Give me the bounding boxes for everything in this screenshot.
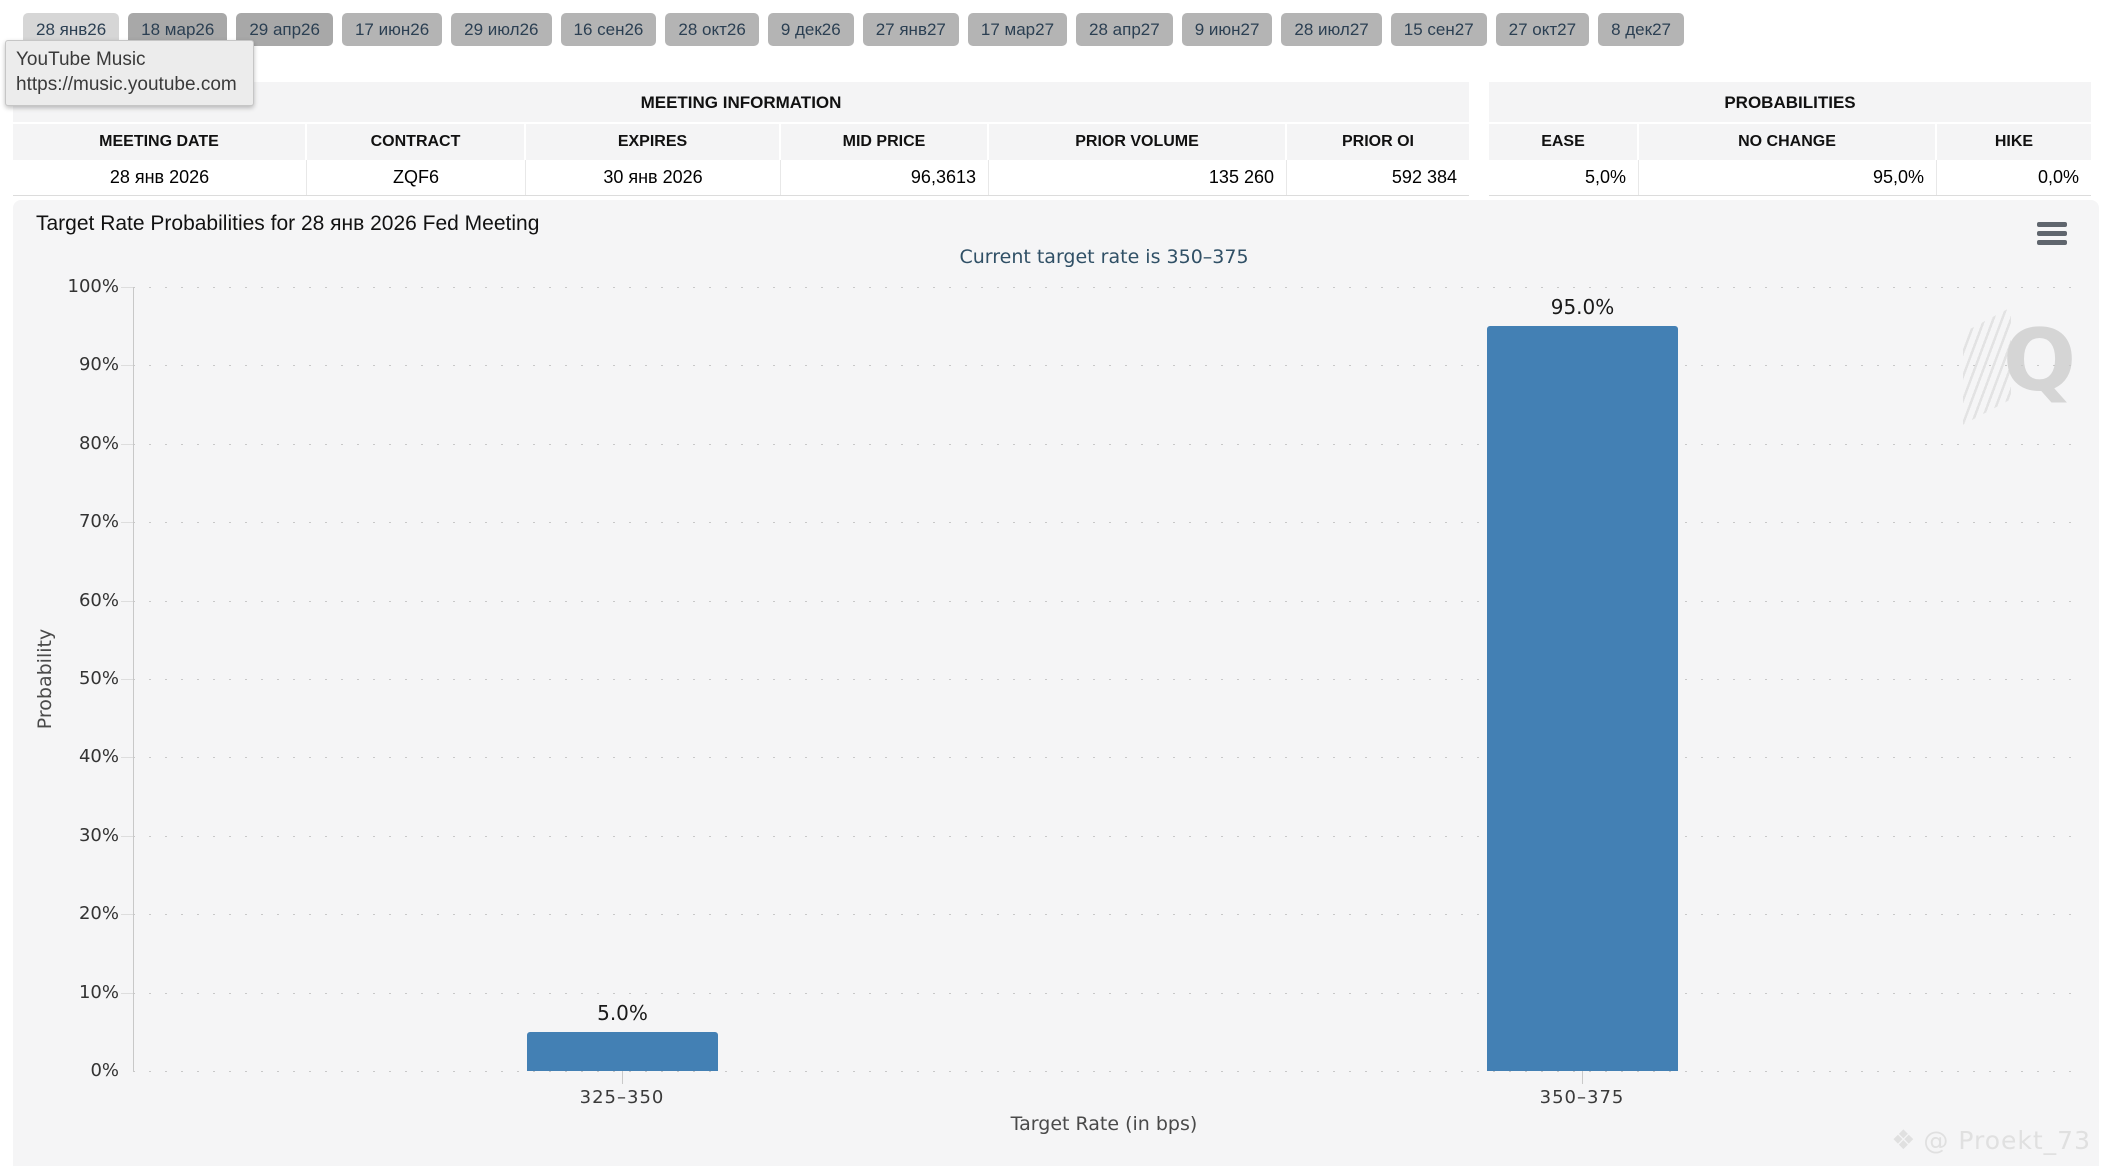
gridline <box>133 287 2075 288</box>
meeting-tab-15[interactable]: 27 окт27 <box>1495 13 1590 46</box>
gridline <box>133 757 2075 759</box>
prior-volume-header: PRIOR VOLUME <box>989 124 1287 160</box>
no-change-value: 95,0% <box>1639 160 1937 195</box>
meeting-tab-bar: 28 янв26 18 мар26 29 апр26 17 июн26 29 и… <box>23 13 1684 46</box>
prior-oi-value: 592 384 <box>1391 167 1457 187</box>
gridline <box>133 365 2075 367</box>
tooltip-title: YouTube Music <box>16 49 146 70</box>
bar-value-label: 95.0% <box>1550 295 1615 320</box>
gridline <box>133 443 2075 445</box>
x-tick-label: 325–350 <box>579 1087 665 1108</box>
y-tick <box>121 992 133 994</box>
meeting-tab-6[interactable]: 16 сен26 <box>560 13 657 46</box>
chart-panel: Target Rate Probabilities for 28 янв 202… <box>13 200 2099 1166</box>
gridline <box>133 522 2075 524</box>
y-tick <box>121 757 133 759</box>
contract-value: ZQF6 <box>307 160 526 195</box>
gridline <box>133 679 2075 680</box>
bar-group-325-350: 5.0% <box>527 287 718 1071</box>
y-tick-label: 0% <box>90 1060 119 1081</box>
x-tick <box>622 1071 623 1084</box>
tooltip-url: https://music.youtube.com <box>16 74 237 95</box>
x-tick <box>1582 1071 1583 1084</box>
probabilities-data-row: 5,0% 95,0% 0,0% <box>1489 160 2091 196</box>
meeting-info-table: MEETING INFORMATION MEETING DATE CONTRAC… <box>13 82 1469 196</box>
meeting-tab-14[interactable]: 15 сен27 <box>1390 13 1487 46</box>
no-change-header: NO CHANGE <box>1639 124 1937 160</box>
meeting-tab-4[interactable]: 17 июн26 <box>341 13 443 46</box>
y-tick <box>121 679 133 680</box>
meeting-tab-5[interactable]: 29 июл26 <box>451 13 552 46</box>
meeting-tab-10[interactable]: 17 мар27 <box>967 13 1068 46</box>
y-tick <box>121 835 133 837</box>
meeting-info-title: MEETING INFORMATION <box>13 82 1469 124</box>
gridline <box>133 600 2075 602</box>
expires-value: 30 янв 2026 <box>526 160 781 195</box>
meeting-info-data-row: 28 янв 2026 ZQF6 30 янв 2026 96,3613 135… <box>13 160 1469 196</box>
contract-header: CONTRACT <box>307 124 526 160</box>
ease-header: EASE <box>1489 124 1639 160</box>
quikstrike-watermark: Q <box>1963 300 2103 430</box>
x-tick-label: 350–375 <box>1539 1087 1625 1108</box>
chart-title: Target Rate Probabilities for 28 янв 202… <box>36 212 540 235</box>
watermark-letter: Q <box>2003 311 2077 411</box>
y-tick <box>121 600 133 602</box>
y-tick-label: 60% <box>78 590 119 611</box>
bar-350-375[interactable] <box>1487 326 1678 1071</box>
y-tick-label: 20% <box>78 903 119 924</box>
chart-subtitle: Current target rate is 350–375 <box>959 246 1249 268</box>
y-tick-label: 100% <box>67 276 119 297</box>
mid-price-header: MID PRICE <box>781 124 989 160</box>
credit-text: @ Proekt_73 <box>1923 1126 2091 1155</box>
meeting-tab-12[interactable]: 9 июн27 <box>1181 13 1273 46</box>
hike-value: 0,0% <box>2037 167 2079 187</box>
meeting-tab-11[interactable]: 28 апр27 <box>1076 13 1173 46</box>
expires-header: EXPIRES <box>526 124 781 160</box>
y-tick-label: 40% <box>78 746 119 767</box>
meeting-date-value: 28 янв 2026 <box>13 160 307 195</box>
x-axis-title: Target Rate (in bps) <box>1010 1113 1198 1135</box>
diamond-icon: ❖ <box>1891 1125 1916 1156</box>
meeting-tab-7[interactable]: 28 окт26 <box>665 13 759 46</box>
y-axis-line <box>133 287 134 1072</box>
y-tick <box>121 287 133 288</box>
bar-group-350-375: 95.0% <box>1487 287 1678 1071</box>
bar-325-350[interactable] <box>527 1031 718 1071</box>
gridline <box>133 914 2075 916</box>
bar-value-label: 5.0% <box>597 1000 648 1025</box>
y-tick-label: 90% <box>78 354 119 375</box>
y-tick <box>121 914 133 916</box>
y-tick <box>121 365 133 367</box>
gridline <box>133 1071 2075 1072</box>
meeting-tab-9[interactable]: 27 янв27 <box>862 13 959 46</box>
gridline <box>133 992 2075 994</box>
plot-area: 100% 90% 80% 70% 60% 50% 40% 30% 20% 10%… <box>34 277 2075 1135</box>
hike-header: HIKE <box>1994 133 2034 150</box>
meeting-tab-13[interactable]: 28 июл27 <box>1281 13 1382 46</box>
probabilities-table: PROBABILITIES EASE NO CHANGE HIKE 5,0% 9… <box>1489 82 2091 196</box>
y-tick-label: 50% <box>78 668 119 689</box>
y-tick-label: 30% <box>78 825 119 846</box>
credit-watermark: ❖ @ Proekt_73 <box>1891 1126 2091 1155</box>
gridline <box>133 835 2075 837</box>
y-tick-label: 80% <box>78 433 119 454</box>
y-axis-title: Probability <box>34 628 56 730</box>
prior-volume-value: 135 260 <box>989 160 1287 195</box>
y-tick-label: 70% <box>78 511 119 532</box>
meeting-date-header: MEETING DATE <box>13 124 307 160</box>
meeting-tab-16[interactable]: 8 дек27 <box>1598 13 1684 46</box>
mid-price-value: 96,3613 <box>781 160 989 195</box>
ease-value: 5,0% <box>1489 160 1639 195</box>
prior-oi-header: PRIOR OI <box>1341 133 1414 150</box>
y-tick <box>121 443 133 445</box>
y-tick <box>121 522 133 524</box>
link-tooltip: YouTube Music https://music.youtube.com <box>5 40 254 106</box>
probabilities-header-row: EASE NO CHANGE HIKE <box>1489 124 2091 160</box>
meeting-tab-8[interactable]: 9 дек26 <box>767 13 854 46</box>
meeting-info-header-row: MEETING DATE CONTRACT EXPIRES MID PRICE … <box>13 124 1469 160</box>
probabilities-title: PROBABILITIES <box>1489 82 2091 124</box>
hamburger-icon[interactable] <box>2037 222 2067 245</box>
y-tick-label: 10% <box>78 982 119 1003</box>
